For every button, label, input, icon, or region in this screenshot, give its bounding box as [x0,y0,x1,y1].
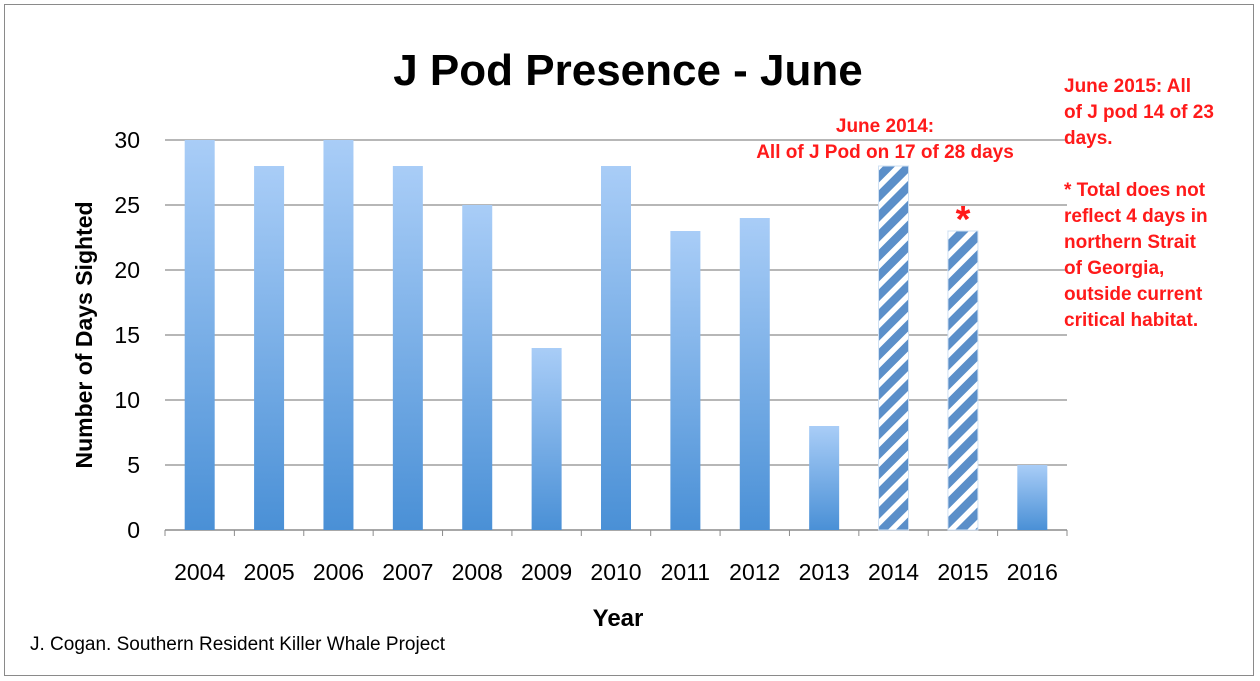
x-tick-label: 2012 [729,559,780,585]
y-tick-label: 15 [114,322,140,348]
y-tick-label: 0 [127,517,140,543]
annotation-2015: June 2015: All of J pod 14 of 23 days. *… [1064,74,1214,334]
bar-2016 [1017,465,1048,530]
annotation-line: critical habitat. [1064,310,1199,331]
annotation-2014: June 2014: All of J Pod on 17 of 28 days [700,114,1070,166]
annotation-2014-line1: June 2014: [835,116,935,137]
annotation-line: days. [1064,128,1113,149]
x-tick-label: 2004 [174,559,225,585]
bar-2007 [392,166,423,530]
annotation-line: outside current [1064,284,1203,305]
bar-2004 [184,140,215,530]
annotation-2014-line2: All of J Pod on 17 of 28 days [756,142,1014,163]
y-tick-label: 20 [114,257,140,283]
annotation-line: * Total does not [1064,180,1206,201]
bar-2014 [878,165,910,531]
x-tick-label: 2015 [937,559,988,585]
x-tick-label: 2005 [243,559,294,585]
y-tick-label: 10 [114,387,140,413]
bar-2012 [739,218,770,530]
bar-2006 [323,140,354,530]
x-tick-label: 2010 [590,559,641,585]
bar-2008 [462,205,493,530]
x-tick-label: 2016 [1007,559,1058,585]
bar-2005 [254,166,285,530]
chart-frame [4,4,1254,676]
annotation-line: of J pod 14 of 23 [1064,102,1214,123]
x-axis-label: Year [593,605,644,632]
bar-2015 [947,230,979,531]
bar-2010 [601,166,631,530]
x-tick-label: 2011 [661,559,710,585]
bar-2009 [531,348,562,530]
y-axis-label: Number of Days Sighted [71,201,97,468]
x-tick-label: 2009 [521,559,572,585]
chart-title: J Pod Presence - June [393,46,863,95]
annotation-line: of Georgia, [1064,258,1165,279]
asterisk-2015: * [956,199,971,241]
annotation-line: reflect 4 days in [1064,206,1208,227]
x-tick-label: 2006 [313,559,364,585]
bar-2013 [809,426,840,530]
y-tick-label: 25 [114,192,140,218]
annotation-line: northern Strait [1064,232,1196,253]
x-tick-label: 2013 [799,559,850,585]
y-tick-label: 30 [114,127,140,153]
x-tick-label: 2014 [868,559,919,585]
annotation-line: June 2015: All [1064,76,1192,97]
credit: J. Cogan. Southern Resident Killer Whale… [30,634,446,655]
bar-2011 [670,231,701,530]
y-tick-label: 5 [127,452,140,478]
x-tick-label: 2007 [382,559,433,585]
x-tick-label: 2008 [452,559,503,585]
